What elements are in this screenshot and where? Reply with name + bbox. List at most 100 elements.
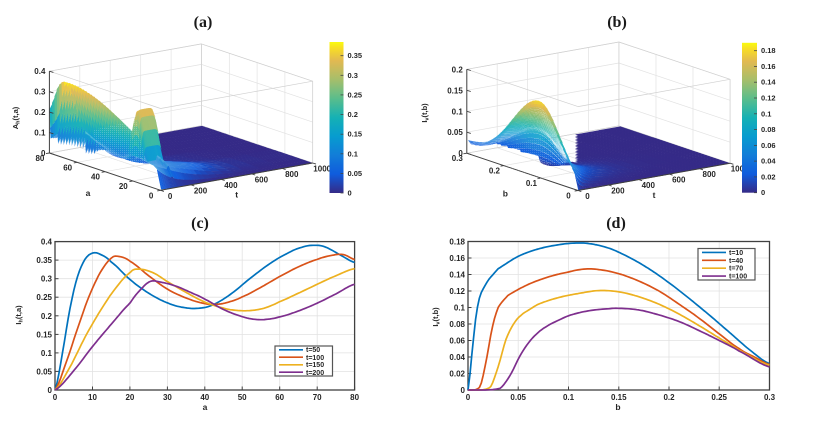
svg-text:0.16: 0.16 [449,254,465,263]
svg-text:0.06: 0.06 [449,337,465,346]
svg-text:0.05: 0.05 [510,393,526,402]
svg-text:0.3: 0.3 [764,393,776,402]
svg-text:10: 10 [88,393,97,402]
svg-text:t=200: t=200 [306,370,324,377]
svg-text:Iv(t,b): Iv(t,b) [420,103,431,123]
svg-text:0: 0 [566,192,571,201]
svg-text:Iv(t,b): Iv(t,b) [431,307,442,327]
svg-text:200: 200 [611,187,625,196]
svg-text:0.02: 0.02 [449,370,465,379]
svg-text:0.25: 0.25 [711,393,727,402]
svg-text:0.15: 0.15 [348,130,363,139]
svg-text:a: a [86,188,91,198]
svg-text:0.15: 0.15 [447,86,463,95]
svg-text:0.18: 0.18 [761,46,776,55]
svg-text:800: 800 [703,170,717,179]
svg-text:800: 800 [285,170,299,179]
svg-text:0.2: 0.2 [663,393,675,402]
svg-text:0.02: 0.02 [761,172,776,181]
svg-text:0.08: 0.08 [449,320,465,329]
svg-text:0: 0 [585,192,590,201]
svg-text:0.05: 0.05 [36,367,52,376]
svg-text:0.08: 0.08 [761,125,776,134]
svg-text:0.05: 0.05 [348,169,363,178]
svg-text:0.4: 0.4 [41,238,53,247]
svg-text:0.3: 0.3 [452,154,464,163]
svg-text:0.04: 0.04 [449,353,465,362]
svg-text:0: 0 [149,191,154,200]
svg-text:0.15: 0.15 [36,330,52,339]
svg-text:(c): (c) [191,215,209,232]
svg-text:b: b [503,188,508,198]
svg-text:0.2: 0.2 [489,167,501,176]
svg-text:40: 40 [91,173,100,182]
svg-text:t=100: t=100 [729,274,747,281]
svg-text:20: 20 [125,393,134,402]
svg-text:0.3: 0.3 [348,71,358,80]
svg-text:20: 20 [119,182,128,191]
svg-text:0: 0 [53,393,58,402]
svg-text:1000: 1000 [313,165,331,174]
svg-text:0.06: 0.06 [761,141,776,150]
svg-text:0.1: 0.1 [761,109,771,118]
svg-text:0.05: 0.05 [447,128,463,137]
svg-text:0.1: 0.1 [41,349,53,358]
svg-text:600: 600 [672,176,686,185]
svg-text:0.16: 0.16 [761,62,776,71]
svg-text:t=10: t=10 [729,250,743,257]
svg-text:t=70: t=70 [729,266,743,273]
svg-text:0.3: 0.3 [34,88,46,97]
svg-text:0: 0 [461,386,466,395]
svg-text:Ih(t,a): Ih(t,a) [14,305,25,325]
svg-text:400: 400 [224,181,238,190]
svg-text:0: 0 [41,149,46,158]
svg-text:t=100: t=100 [306,355,324,362]
svg-text:0.1: 0.1 [452,107,464,116]
svg-text:0.4: 0.4 [34,67,46,76]
svg-text:0.1: 0.1 [34,129,46,138]
svg-text:600: 600 [255,175,269,184]
svg-text:0.25: 0.25 [348,90,363,99]
svg-text:(b): (b) [607,14,627,31]
svg-text:0.2: 0.2 [452,65,464,74]
svg-text:0.04: 0.04 [761,157,776,166]
svg-text:(a): (a) [194,14,213,31]
svg-text:0.35: 0.35 [348,51,363,60]
svg-text:60: 60 [275,393,284,402]
svg-text:40: 40 [200,393,209,402]
svg-text:t=40: t=40 [729,258,743,265]
svg-text:0.12: 0.12 [761,94,776,103]
svg-text:0: 0 [348,189,352,198]
svg-text:(d): (d) [606,215,626,232]
svg-text:0.25: 0.25 [36,293,52,302]
svg-text:0: 0 [466,393,471,402]
svg-text:a: a [203,402,208,412]
svg-text:0.15: 0.15 [611,393,627,402]
svg-text:Ah(t,a): Ah(t,a) [11,106,22,129]
svg-text:50: 50 [238,393,247,402]
svg-text:80: 80 [35,154,44,163]
svg-text:0.14: 0.14 [449,271,465,280]
svg-text:t: t [235,190,238,200]
svg-text:b: b [615,402,620,412]
svg-text:1000: 1000 [731,165,749,174]
svg-text:t=150: t=150 [306,362,324,369]
svg-text:0: 0 [48,386,53,395]
svg-text:0.1: 0.1 [563,393,575,402]
svg-text:30: 30 [163,393,172,402]
svg-text:0.2: 0.2 [41,312,53,321]
svg-text:0.1: 0.1 [454,304,466,313]
svg-text:200: 200 [194,186,208,195]
svg-text:t: t [653,190,656,200]
svg-text:0.1: 0.1 [526,179,538,188]
svg-text:400: 400 [642,181,656,190]
svg-text:0.3: 0.3 [41,275,53,284]
svg-text:0.35: 0.35 [36,256,52,265]
svg-text:0.14: 0.14 [761,78,776,87]
svg-text:0.2: 0.2 [348,110,358,119]
svg-text:0: 0 [761,188,765,197]
svg-text:0.2: 0.2 [34,108,46,117]
svg-text:0.18: 0.18 [449,238,465,247]
svg-text:80: 80 [350,393,359,402]
svg-text:70: 70 [313,393,322,402]
